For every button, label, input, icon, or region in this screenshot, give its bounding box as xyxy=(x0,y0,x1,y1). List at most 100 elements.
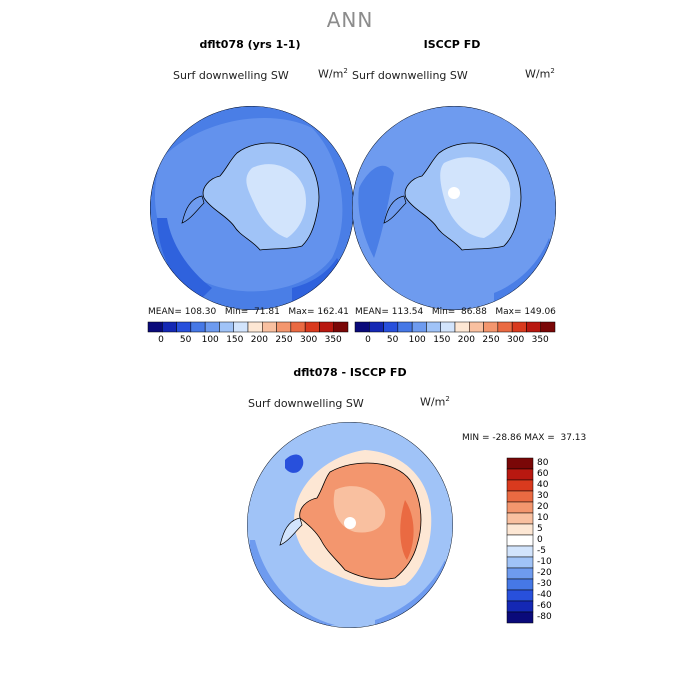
model-stats-text: MEAN= 108.30 Min= 71.81 Max= 162.41 xyxy=(148,307,349,317)
pole-hole xyxy=(344,517,356,529)
colorbar-swatch xyxy=(506,523,534,536)
colorbar-swatch xyxy=(247,321,263,333)
colorbar-tick-label: 150 xyxy=(226,335,244,345)
colorbar-swatch xyxy=(506,545,534,558)
colorbar-tick-label: -10 xyxy=(537,556,552,567)
colorbar-swatch xyxy=(411,321,427,333)
colorbar-swatch xyxy=(304,321,320,333)
colorbar-swatch xyxy=(506,468,534,481)
colorbar-swatch xyxy=(383,321,399,333)
colorbar-swatch xyxy=(506,457,534,470)
colorbar-swatch xyxy=(333,321,349,333)
colorbar-swatch xyxy=(506,611,534,624)
colorbar-swatch xyxy=(354,321,370,333)
colorbar-tick-label: 0 xyxy=(365,335,371,345)
diff-colorbar xyxy=(506,457,534,624)
colorbar-tick-label: 10 xyxy=(537,512,549,523)
diff-warm-edge xyxy=(400,500,414,560)
colorbar-tick-label: 5 xyxy=(537,523,543,534)
model-dark-patch xyxy=(157,218,212,303)
colorbar-tick-label: 20 xyxy=(537,501,549,512)
colorbar-swatch xyxy=(506,567,534,580)
colorbar-swatch xyxy=(506,600,534,613)
colorbar-swatch xyxy=(506,479,534,492)
colorbar-tick-label: 200 xyxy=(250,335,268,345)
colorbar-swatch xyxy=(162,321,177,333)
model-colorbar xyxy=(147,321,349,333)
colorbar-swatch xyxy=(426,321,441,333)
colorbar-swatch xyxy=(369,321,384,333)
model-polar-map xyxy=(150,106,354,310)
colorbar-swatch xyxy=(526,321,541,333)
colorbar-swatch xyxy=(204,321,220,333)
colorbar-tick-label: 200 xyxy=(457,335,475,345)
model-panel-title: dflt078 (yrs 1-1) xyxy=(199,38,301,51)
diff-variable-label: Surf downwelling SW xyxy=(248,397,364,410)
colorbar-swatch xyxy=(540,321,556,333)
colorbar-tick-label: 350 xyxy=(531,335,549,345)
figure-title: ANN xyxy=(326,8,374,32)
obs-units-label: W/m2 xyxy=(525,67,555,81)
obs-dark-patch xyxy=(358,165,394,258)
colorbar-swatch xyxy=(397,321,413,333)
colorbar-swatch xyxy=(506,490,534,503)
colorbar-tick-label: 40 xyxy=(537,479,549,490)
colorbar-tick-label: -80 xyxy=(537,611,552,622)
colorbar-tick-label: -5 xyxy=(537,545,546,556)
colorbar-swatch xyxy=(290,321,306,333)
colorbar-swatch xyxy=(276,321,292,333)
colorbar-swatch xyxy=(506,556,534,569)
obs-stats-text: MEAN= 113.54 Min= 86.88 Max= 149.06 xyxy=(355,307,556,317)
colorbar-tick-label: 60 xyxy=(537,468,549,479)
colorbar-tick-label: -30 xyxy=(537,578,552,589)
colorbar-swatch xyxy=(497,321,513,333)
colorbar-swatch xyxy=(506,501,534,514)
colorbar-swatch xyxy=(190,321,206,333)
colorbar-swatch xyxy=(483,321,499,333)
colorbar-tick-label: 300 xyxy=(300,335,318,345)
colorbar-tick-label: 50 xyxy=(179,335,192,345)
peninsula xyxy=(181,195,205,224)
colorbar-swatch xyxy=(506,512,534,525)
diff-polar-map xyxy=(247,422,453,628)
obs-interior-light xyxy=(440,157,511,238)
pole-hole xyxy=(448,187,460,199)
colorbar-swatch xyxy=(506,578,534,591)
colorbar-swatch xyxy=(176,321,192,333)
colorbar-swatch xyxy=(454,321,470,333)
colorbar-tick-label: -60 xyxy=(537,600,552,611)
diff-dark-patch xyxy=(285,454,304,473)
diff-blue-region-2 xyxy=(375,560,453,628)
colorbar-swatch xyxy=(147,321,163,333)
obs-panel-title: ISCCP FD xyxy=(423,38,481,51)
colorbar-swatch xyxy=(506,534,534,547)
colorbar-tick-label: 300 xyxy=(507,335,525,345)
colorbar-swatch xyxy=(469,321,484,333)
colorbar-tick-label: 250 xyxy=(275,335,293,345)
colorbar-tick-label: 100 xyxy=(408,335,426,345)
colorbar-tick-label: 250 xyxy=(482,335,500,345)
diff-units-label: W/m2 xyxy=(420,395,450,409)
colorbar-tick-label: 80 xyxy=(537,457,549,468)
colorbar-swatch xyxy=(506,589,534,602)
peninsula xyxy=(383,195,407,224)
diff-panel-title: dflt078 - ISCCP FD xyxy=(293,366,407,379)
obs-polar-map xyxy=(352,106,556,310)
colorbar-swatch xyxy=(319,321,334,333)
colorbar-swatch xyxy=(219,321,234,333)
colorbar-tick-label: 350 xyxy=(324,335,342,345)
colorbar-tick-label: 0 xyxy=(537,534,543,545)
colorbar-tick-label: 0 xyxy=(158,335,164,345)
colorbar-tick-label: 50 xyxy=(386,335,399,345)
model-units-label: W/m2 xyxy=(318,67,348,81)
colorbar-swatch xyxy=(262,321,277,333)
peninsula xyxy=(279,517,303,546)
model-interior-light xyxy=(246,164,307,238)
colorbar-swatch xyxy=(511,321,527,333)
colorbar-tick-label: 150 xyxy=(433,335,451,345)
obs-colorbar xyxy=(354,321,556,333)
colorbar-swatch xyxy=(233,321,249,333)
colorbar-tick-label: -40 xyxy=(537,589,552,600)
colorbar-tick-label: -20 xyxy=(537,567,552,578)
obs-variable-label: Surf downwelling SW xyxy=(352,69,468,82)
